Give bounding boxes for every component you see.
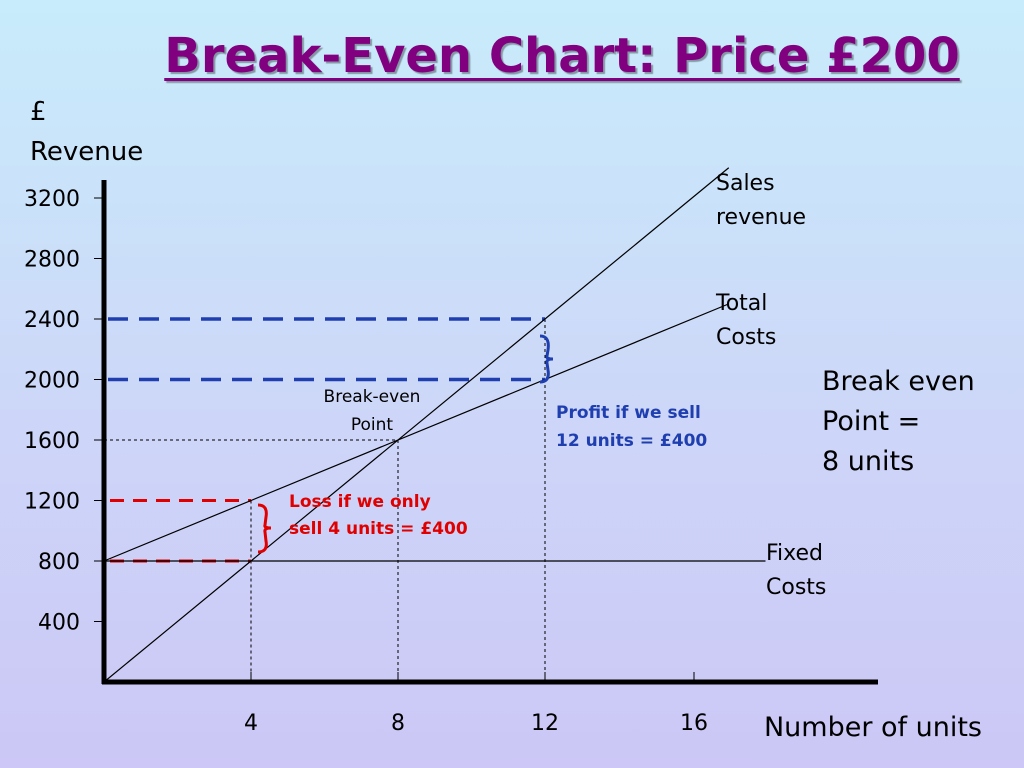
x-tick-label-16: 16 bbox=[680, 711, 708, 736]
y-tick-label-3200: 3200 bbox=[24, 187, 80, 212]
y-axis-label: £ Revenue bbox=[30, 97, 144, 167]
y-tick-label-1200: 1200 bbox=[24, 490, 80, 515]
series-label-1-line-2: revenue bbox=[716, 205, 806, 230]
profit-label-line-1: Profit if we sell bbox=[556, 403, 701, 423]
series-line-2 bbox=[103, 303, 729, 562]
x-tick-label-4: 4 bbox=[244, 711, 258, 736]
y-tick-label-800: 800 bbox=[38, 550, 80, 575]
loss-brace bbox=[257, 503, 272, 554]
profit-label-line-2: 12 units = £400 bbox=[556, 431, 707, 451]
y-tick-label-1600: 1600 bbox=[24, 429, 80, 454]
break-even-note-line-3: 8 units bbox=[822, 446, 914, 477]
series-label-2-line-1: Total bbox=[715, 291, 767, 316]
break-even-label-line-2: Point bbox=[351, 415, 394, 435]
break-even-label-line-1: Break-even bbox=[324, 387, 421, 407]
series-label-3-line-2: Costs bbox=[766, 575, 826, 600]
y-tick-label-2800: 2800 bbox=[24, 248, 80, 273]
y-tick-label-400: 400 bbox=[38, 611, 80, 636]
break-even-note-line-2: Point = bbox=[822, 406, 920, 437]
series-label-3-line-1: Fixed bbox=[766, 541, 823, 566]
loss-label-line-2: sell 4 units = £400 bbox=[289, 519, 468, 539]
loss-label-line-1: Loss if we only bbox=[289, 492, 431, 512]
profit-brace bbox=[539, 334, 554, 384]
x-tick-label-12: 12 bbox=[531, 711, 559, 736]
series-line-1 bbox=[103, 167, 730, 683]
x-tick-label-8: 8 bbox=[391, 711, 405, 736]
series-label-1-line-1: Sales bbox=[716, 171, 775, 196]
series-label-2-line-2: Costs bbox=[716, 325, 776, 350]
y-tick-label-2000: 2000 bbox=[24, 369, 80, 394]
break-even-note-line-1: Break even bbox=[822, 366, 975, 397]
y-tick-label-2400: 2400 bbox=[24, 308, 80, 333]
page-title: Break-Even Chart: Price £200 bbox=[164, 28, 960, 84]
x-axis-label: Number of units bbox=[764, 712, 982, 743]
